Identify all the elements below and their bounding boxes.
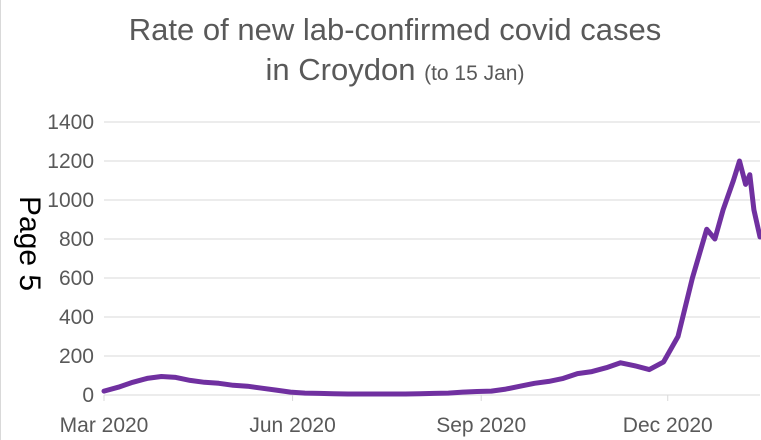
series-line-0 <box>101 158 761 397</box>
y-tick-label: 800 <box>59 228 94 251</box>
grid-layer <box>104 121 760 396</box>
x-axis-ticks: Mar 2020 Jun 2020 Sep 2020 Dec 2020 <box>60 395 713 437</box>
x-tick-label: Dec 2020 <box>623 414 713 437</box>
page-border <box>0 0 1 440</box>
y-axis-ticks: 0 200 400 600 800 1000 1200 1400 <box>47 111 94 407</box>
y-tick-label: 1000 <box>47 189 94 212</box>
x-tick-label: Jun 2020 <box>249 414 335 437</box>
chart-title: Rate of new lab-confirmed covid cases in… <box>0 10 761 94</box>
chart-title-place: in Croydon <box>265 52 416 87</box>
x-tick-label: Sep 2020 <box>436 414 526 437</box>
page-number-label: Page 5 <box>13 196 46 292</box>
chart-title-line2: in Croydon (to 15 Jan) <box>0 50 761 94</box>
chart-title-note: (to 15 Jan) <box>424 62 525 85</box>
x-tick-label: Mar 2020 <box>60 414 149 437</box>
series-layer <box>101 158 761 397</box>
y-tick-label: 600 <box>59 267 94 290</box>
chart-title-main: Rate of new lab-confirmed covid cases <box>128 12 662 47</box>
y-tick-label: 0 <box>82 384 94 407</box>
y-tick-label: 1400 <box>47 111 94 134</box>
y-tick-label: 400 <box>59 306 94 329</box>
y-tick-label: 200 <box>59 345 94 368</box>
y-tick-label: 1200 <box>47 150 94 173</box>
